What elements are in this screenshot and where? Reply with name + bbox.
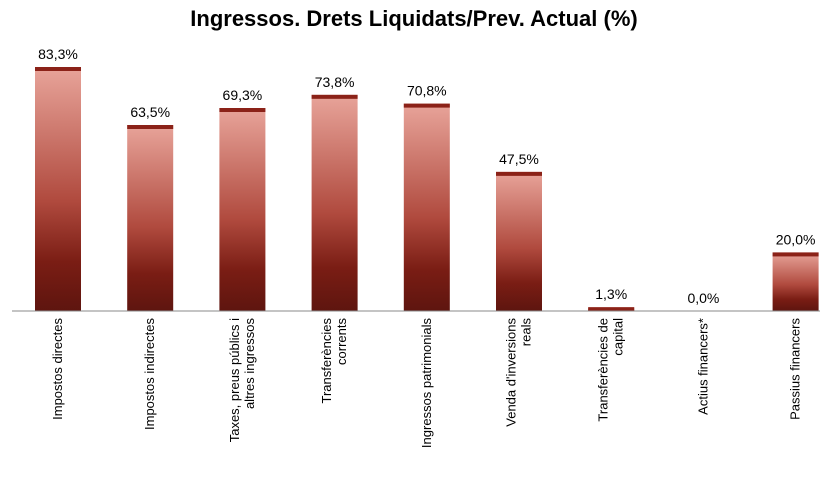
data-label-7: 0,0% [687, 290, 719, 306]
category-label-line: capital [611, 318, 626, 356]
bar-cap-8 [772, 252, 819, 257]
category-label-2: Taxes, preus públics ialtres ingressos [227, 318, 257, 443]
data-label-8: 20,0% [776, 231, 816, 247]
category-label-6: Transferències decapital [596, 318, 626, 422]
bar-5 [496, 171, 542, 311]
bar-8 [772, 252, 819, 311]
category-label-line: Passius financers [788, 318, 803, 420]
bar-0 [35, 67, 81, 311]
category-label-line: Taxes, preus públics i [227, 318, 242, 442]
bar-cap-2 [219, 108, 266, 113]
bar-cap-1 [127, 124, 174, 129]
category-label-line: Impostos directes [50, 318, 65, 420]
category-label-line: Transferències de [596, 318, 611, 422]
chart-title: Ingressos. Drets Liquidats/Prev. Actual … [190, 6, 638, 31]
bar-cap-6 [588, 307, 635, 311]
category-label-0: Impostos directes [50, 318, 65, 420]
bar-cap-3 [311, 94, 358, 99]
category-label-4: Ingressos patrimonials [419, 318, 434, 449]
category-label-line: reals [519, 318, 534, 347]
bar-cap-4 [403, 103, 450, 108]
bar-3 [311, 94, 358, 311]
data-label-2: 69,3% [223, 87, 263, 103]
category-label-line: Ingressos patrimonials [419, 318, 434, 449]
category-label-line: corrents [334, 318, 349, 365]
category-label-7: Actius financers* [695, 318, 710, 415]
bar-cap-0 [35, 67, 81, 71]
data-label-5: 47,5% [499, 151, 539, 167]
bar-4 [403, 103, 450, 311]
data-label-1: 63,5% [130, 104, 170, 120]
bar-2 [219, 108, 266, 312]
bar-1 [127, 124, 174, 312]
category-label-3: Transferènciescorrents [319, 318, 349, 404]
data-label-0: 83,3% [38, 46, 78, 62]
category-label-line: altres ingressos [242, 318, 257, 410]
category-label-line: Venda d'inversions [504, 318, 519, 427]
data-label-6: 1,3% [595, 286, 627, 302]
category-label-line: Transferències [319, 318, 334, 404]
category-label-1: Impostos indirectes [142, 318, 157, 430]
category-label-line: Actius financers* [695, 318, 710, 415]
data-label-3: 73,8% [315, 74, 355, 90]
category-label-5: Venda d'inversionsreals [504, 318, 534, 427]
category-label-8: Passius financers [788, 318, 803, 420]
category-label-line: Impostos indirectes [142, 318, 157, 430]
data-label-4: 70,8% [407, 83, 447, 99]
bar-cap-5 [496, 171, 542, 176]
